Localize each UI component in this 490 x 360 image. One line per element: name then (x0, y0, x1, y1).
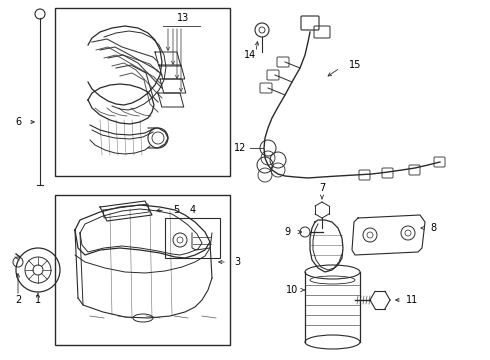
Text: 3: 3 (234, 257, 240, 267)
Text: 13: 13 (177, 13, 189, 23)
Text: 15: 15 (349, 60, 361, 70)
Text: 1: 1 (35, 295, 41, 305)
Text: 4: 4 (190, 205, 196, 215)
Bar (55, 8, 230, 176)
Text: 12: 12 (234, 143, 246, 153)
Text: 14: 14 (244, 50, 256, 60)
Text: 6: 6 (15, 117, 21, 127)
Text: 10: 10 (286, 285, 298, 295)
Text: 2: 2 (15, 295, 21, 305)
Text: 7: 7 (319, 183, 325, 193)
Text: 11: 11 (406, 295, 418, 305)
Text: 8: 8 (430, 223, 436, 233)
Text: 5: 5 (173, 205, 179, 215)
Bar (165, 218, 220, 258)
Bar (55, 195, 230, 345)
Text: 9: 9 (284, 227, 290, 237)
